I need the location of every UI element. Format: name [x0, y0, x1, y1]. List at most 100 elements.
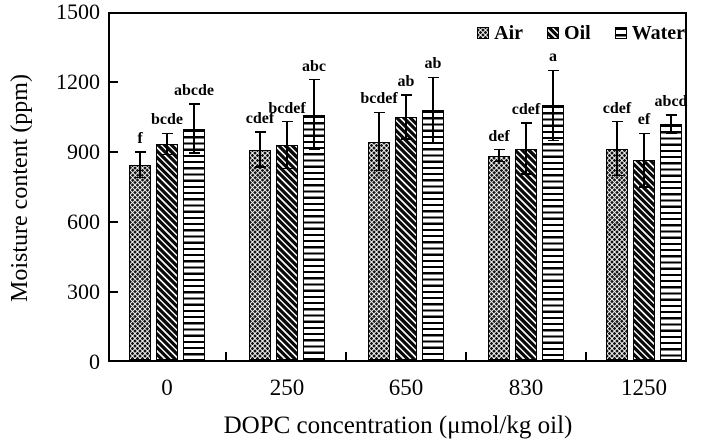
bar-oil-250: [276, 145, 298, 360]
significance-label: ab: [424, 55, 442, 73]
error-bar-cap: [161, 132, 173, 135]
y-tick-label: 900: [67, 139, 100, 164]
error-bar: [552, 70, 554, 141]
y-tick-label: 0: [89, 349, 100, 374]
significance-label: abcde: [174, 82, 214, 100]
x-tick-mark: [465, 352, 467, 360]
error-bar-cap: [427, 141, 439, 144]
significance-label: abcd: [654, 93, 688, 111]
legend: Air Oil Water: [477, 23, 685, 43]
bar-oil-650: [395, 117, 417, 360]
error-bar-cap: [281, 120, 293, 123]
x-tick-mark: [225, 352, 227, 360]
error-bar-cap: [665, 114, 677, 116]
bar-water-650: [422, 110, 444, 360]
bar-air-830: [488, 155, 510, 360]
error-bar-cap: [547, 139, 559, 142]
legend-label-water: Water: [631, 22, 685, 44]
water-pattern-swatch-icon: [614, 27, 627, 39]
air-pattern-swatch-icon: [477, 27, 490, 39]
y-tick-label: 600: [67, 209, 100, 234]
error-bar-cap: [308, 78, 320, 81]
bar-oil-0: [156, 143, 178, 360]
significance-label: cdef: [602, 99, 632, 117]
error-bar: [259, 132, 261, 168]
y-tick-mark: [110, 81, 118, 83]
bar-water-1250: [660, 124, 682, 360]
error-bar-cap: [611, 120, 623, 123]
error-bar-cap: [188, 103, 200, 105]
error-bar: [670, 115, 672, 133]
legend-item-water: Water: [614, 22, 685, 44]
error-bar-cap: [493, 160, 505, 163]
error-bar-cap: [188, 152, 200, 154]
significance-label: bcde: [151, 111, 183, 129]
error-bar: [616, 121, 618, 176]
x-axis-title: DOPC concentration (μmol/kg oil): [223, 412, 573, 439]
error-bar-cap: [611, 174, 623, 177]
error-bar-cap: [638, 132, 650, 135]
significance-label: def: [488, 127, 510, 145]
y-tick-mark: [110, 291, 118, 293]
error-bar-cap: [254, 131, 266, 133]
x-tick-label: 650: [388, 375, 424, 400]
error-bar-cap: [520, 122, 532, 124]
legend-item-air: Air: [477, 23, 523, 43]
y-axis-title: Moisture content (ppm): [7, 74, 33, 302]
error-bar-cap: [400, 138, 412, 140]
error-bar-cap: [134, 176, 146, 179]
error-bar-cap: [134, 151, 146, 153]
error-bar-cap: [373, 169, 385, 172]
significance-label: bcdef: [360, 90, 398, 108]
error-bar-cap: [161, 153, 173, 156]
error-bar-cap: [638, 186, 650, 188]
error-bar: [286, 121, 288, 169]
error-bar-cap: [493, 148, 505, 151]
y-tick-label: 1500: [56, 0, 100, 24]
error-bar: [432, 77, 434, 143]
significance-label: ef: [637, 111, 651, 129]
y-tick-mark: [110, 151, 118, 153]
significance-label: abc: [302, 57, 326, 75]
bar-water-250: [303, 114, 325, 360]
oil-pattern-swatch-icon: [547, 27, 560, 39]
error-bar-cap: [665, 132, 677, 134]
error-bar: [378, 112, 380, 171]
x-tick-label: 1250: [621, 375, 667, 400]
y-tick-label: 300: [67, 279, 100, 304]
bar-air-250: [249, 149, 271, 360]
legend-label-oil: Oil: [564, 22, 591, 44]
error-bar: [139, 152, 141, 178]
bar-water-0: [183, 128, 205, 360]
error-bar-cap: [547, 69, 559, 72]
y-tick-mark: [110, 221, 118, 223]
significance-label: ab: [397, 72, 415, 90]
error-bar-cap: [254, 166, 266, 168]
error-bar-cap: [520, 173, 532, 175]
bar-oil-830: [515, 148, 537, 360]
significance-label: a: [549, 48, 557, 66]
error-bar-cap: [427, 76, 439, 79]
bar-water-830: [542, 105, 564, 360]
legend-label-air: Air: [494, 22, 524, 44]
error-bar: [166, 133, 168, 155]
error-bar: [313, 79, 315, 150]
error-bar: [498, 149, 500, 162]
x-tick-label: 250: [269, 375, 305, 400]
error-bar: [525, 122, 527, 175]
x-tick-mark: [585, 352, 587, 360]
significance-label: f: [137, 130, 143, 147]
significance-label: cdef: [511, 100, 541, 118]
x-tick-label: 0: [161, 375, 173, 400]
significance-label: bcdef: [268, 99, 306, 117]
significance-label: cdef: [245, 110, 275, 128]
error-bar-cap: [373, 111, 385, 114]
error-bar: [405, 94, 407, 140]
x-tick-label: 830: [508, 375, 544, 400]
error-bar-cap: [281, 167, 293, 170]
error-bar-cap: [400, 94, 412, 96]
error-bar-cap: [308, 148, 320, 151]
bar-air-0: [129, 164, 151, 360]
bar-air-650: [368, 141, 390, 360]
